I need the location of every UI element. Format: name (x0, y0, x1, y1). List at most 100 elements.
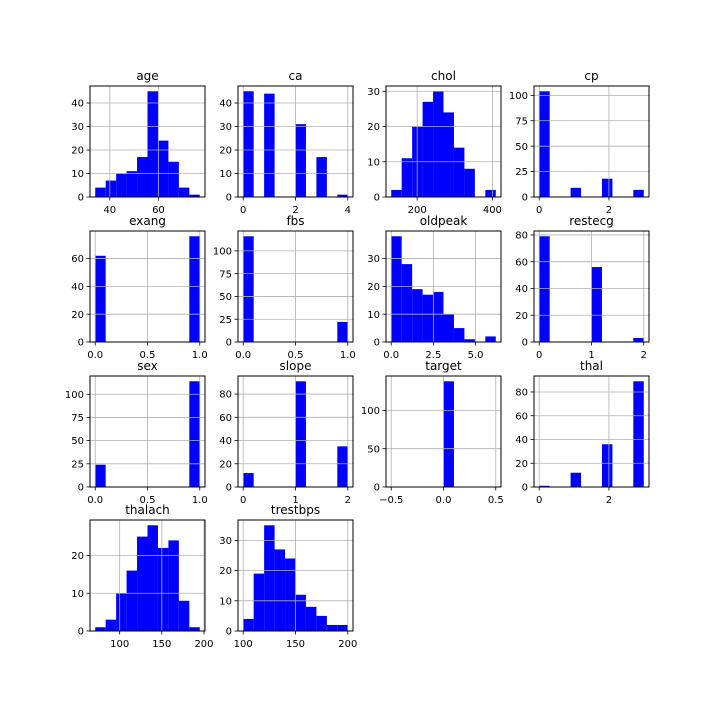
x-tick-label: 2 (641, 350, 647, 361)
x-tick-label: 400 (483, 205, 502, 216)
x-tick-label: 1.0 (192, 350, 208, 361)
x-tick-label: 60 (152, 205, 165, 216)
histogram-bar (147, 91, 158, 197)
x-axis-ticks: 200 400 (408, 197, 502, 216)
histogram-bar (391, 236, 402, 342)
y-axis-ticks: 0 10 20 30 (367, 87, 386, 204)
histogram-bar (95, 255, 106, 342)
y-tick-label: 10 (219, 596, 232, 607)
y-tick-label: 0 (226, 627, 232, 638)
y-tick-label: 20 (71, 551, 84, 562)
histogram-bar (305, 606, 317, 631)
histogram-bar (422, 101, 434, 197)
x-axis-ticks: 100 150 200 (110, 631, 214, 650)
histogram-bar (157, 547, 169, 631)
histogram-bar (189, 194, 200, 197)
y-tick-label: 20 (515, 311, 528, 322)
x-tick-label: 200 (194, 639, 213, 650)
subplot-title: trestbps (271, 503, 320, 517)
histogram-bar (412, 289, 423, 342)
histogram-bar (147, 525, 158, 631)
histogram-bars (539, 91, 644, 197)
y-tick-label: 60 (515, 257, 528, 268)
y-tick-label: 0 (226, 338, 232, 349)
y-axis-ticks: 0 20 40 60 80 (515, 388, 534, 494)
y-tick-label: 40 (219, 436, 232, 447)
histogram-bar (105, 180, 117, 197)
histogram-bar (337, 321, 348, 342)
histogram-bar (337, 624, 348, 631)
grid-lines (90, 231, 205, 343)
y-tick-label: 30 (219, 536, 232, 547)
x-tick-label: 2 (292, 205, 298, 216)
y-axis-ticks: 0 10 20 30 (219, 536, 238, 638)
grid-lines (238, 376, 353, 488)
subplot-title: ca (289, 69, 303, 83)
y-tick-label: 40 (219, 99, 232, 110)
x-tick-label: 0.5 (140, 495, 156, 506)
y-tick-label: 10 (71, 589, 84, 600)
histogram-bar (337, 194, 348, 197)
y-tick-label: 10 (219, 169, 232, 180)
histogram-bar (189, 627, 200, 631)
histogram-bar (295, 381, 306, 487)
histogram-bar (178, 187, 190, 197)
histogram-bar (337, 446, 348, 487)
histogram-bar (137, 536, 148, 631)
histogram-bar (264, 93, 275, 197)
y-tick-label: 60 (515, 411, 528, 422)
histogram-bars (243, 236, 348, 342)
histogram-bar (601, 178, 613, 197)
x-tick-label: 1.0 (340, 350, 356, 361)
x-tick-label: 2 (606, 205, 612, 216)
y-tick-label: 50 (71, 436, 84, 447)
subplot-trestbps: 100 150 200 0 10 20 30 trestbps (219, 503, 357, 650)
x-axis-ticks: 40 60 (103, 197, 165, 216)
y-tick-label: 0 (522, 338, 528, 349)
y-tick-label: 25 (219, 315, 232, 326)
subplot-title: thal (580, 359, 603, 373)
x-tick-label: 200 (408, 205, 427, 216)
x-tick-label: 0.5 (140, 350, 156, 361)
histogram-bar (601, 444, 613, 487)
y-axis-ticks: 0 25 50 75 100 (509, 91, 534, 204)
x-tick-label: 0.0 (87, 495, 103, 506)
histogram-bar (391, 189, 402, 197)
x-axis-ticks: 0.0 0.5 1.0 (87, 342, 208, 361)
histogram-bar (443, 381, 454, 487)
histogram-bars (95, 525, 200, 631)
y-tick-label: 80 (515, 388, 528, 399)
x-tick-label: 5.0 (468, 350, 484, 361)
x-tick-label: 0 (536, 495, 542, 506)
x-tick-label: 40 (103, 205, 116, 216)
subplot-title: oldpeak (420, 214, 468, 228)
histogram-bar (539, 485, 550, 487)
histogram-bar (316, 157, 327, 197)
x-tick-label: 4 (345, 205, 351, 216)
histogram-bars (391, 91, 496, 197)
y-tick-label: 10 (71, 169, 84, 180)
y-tick-label: 0 (522, 483, 528, 494)
histogram-bar (274, 549, 286, 631)
y-tick-label: 60 (219, 413, 232, 424)
axes-frame (533, 85, 650, 198)
y-tick-label: 0 (226, 193, 232, 204)
histogram-bars (243, 525, 348, 631)
axes-frame (89, 519, 206, 632)
histogram-bars (95, 236, 200, 342)
histogram-bar (189, 381, 200, 487)
y-tick-label: 30 (367, 254, 380, 265)
y-tick-label: 60 (71, 254, 84, 265)
histogram-bar (539, 236, 550, 342)
y-axis-ticks: 0 20 40 60 80 (219, 390, 238, 494)
histogram-bar (443, 314, 454, 342)
x-tick-label: 0 (536, 350, 542, 361)
y-tick-label: 30 (71, 122, 84, 133)
histogram-bar (464, 339, 475, 342)
y-axis-ticks: 0 50 100 (361, 406, 386, 494)
axes-frame (89, 85, 206, 198)
y-tick-label: 50 (367, 444, 380, 455)
x-tick-label: −0.5 (379, 495, 403, 506)
